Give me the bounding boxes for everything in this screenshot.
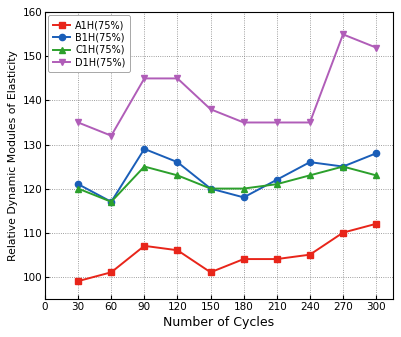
B1H(75%) xyxy=(142,147,147,151)
A1H(75%) xyxy=(340,231,345,235)
B1H(75%) xyxy=(374,151,379,155)
B1H(75%) xyxy=(308,160,312,164)
D1H(75%) xyxy=(208,107,213,111)
C1H(75%) xyxy=(374,173,379,177)
A1H(75%) xyxy=(308,253,312,257)
C1H(75%) xyxy=(109,200,113,204)
C1H(75%) xyxy=(175,173,180,177)
Legend: A1H(75%), B1H(75%), C1H(75%), D1H(75%): A1H(75%), B1H(75%), C1H(75%), D1H(75%) xyxy=(48,15,130,72)
Line: B1H(75%): B1H(75%) xyxy=(75,146,379,205)
B1H(75%) xyxy=(241,195,246,200)
B1H(75%) xyxy=(340,164,345,168)
D1H(75%) xyxy=(76,120,81,124)
Line: D1H(75%): D1H(75%) xyxy=(75,31,379,139)
D1H(75%) xyxy=(241,120,246,124)
A1H(75%) xyxy=(109,270,113,274)
D1H(75%) xyxy=(374,45,379,50)
C1H(75%) xyxy=(76,187,81,191)
B1H(75%) xyxy=(109,200,113,204)
B1H(75%) xyxy=(208,187,213,191)
D1H(75%) xyxy=(142,76,147,81)
A1H(75%) xyxy=(241,257,246,261)
B1H(75%) xyxy=(76,182,81,186)
Line: C1H(75%): C1H(75%) xyxy=(75,163,379,205)
C1H(75%) xyxy=(208,187,213,191)
C1H(75%) xyxy=(340,164,345,168)
D1H(75%) xyxy=(274,120,279,124)
D1H(75%) xyxy=(109,134,113,138)
Y-axis label: Relative Dynamic Modules of Elasticity: Relative Dynamic Modules of Elasticity xyxy=(8,50,18,261)
A1H(75%) xyxy=(208,270,213,274)
A1H(75%) xyxy=(274,257,279,261)
C1H(75%) xyxy=(274,182,279,186)
A1H(75%) xyxy=(175,248,180,252)
C1H(75%) xyxy=(142,164,147,168)
B1H(75%) xyxy=(274,178,279,182)
D1H(75%) xyxy=(340,32,345,36)
A1H(75%) xyxy=(142,244,147,248)
A1H(75%) xyxy=(374,222,379,226)
X-axis label: Number of Cycles: Number of Cycles xyxy=(163,316,274,329)
Line: A1H(75%): A1H(75%) xyxy=(75,221,379,284)
B1H(75%) xyxy=(175,160,180,164)
D1H(75%) xyxy=(308,120,312,124)
C1H(75%) xyxy=(241,187,246,191)
D1H(75%) xyxy=(175,76,180,81)
C1H(75%) xyxy=(308,173,312,177)
A1H(75%) xyxy=(76,279,81,283)
